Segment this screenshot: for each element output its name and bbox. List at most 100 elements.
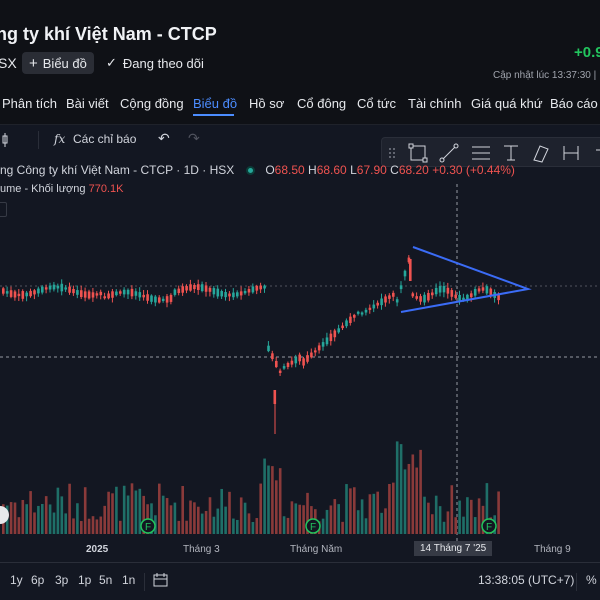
volume-bar — [481, 505, 485, 534]
volume-bar — [442, 521, 446, 534]
tab-bieu-do[interactable]: Biểu đồ — [193, 96, 238, 111]
volume-bar — [142, 495, 145, 534]
price-candle — [458, 294, 461, 302]
redo-icon[interactable]: ↷ — [188, 130, 200, 146]
volume-bar — [48, 504, 52, 534]
volume-bar — [33, 512, 36, 534]
price-candle — [72, 288, 75, 294]
volume-bar — [384, 508, 387, 534]
open-value: 68.50 — [274, 163, 305, 177]
price-candle — [302, 358, 305, 366]
price-candle — [236, 292, 239, 297]
tab-gia-qua-khu[interactable]: Giá quá khứ — [471, 96, 543, 111]
time-tick: Tháng Năm — [290, 544, 343, 555]
price-candle — [130, 288, 134, 297]
tab-ho-so[interactable]: Hồ sơ — [249, 96, 285, 111]
tab-co-dong[interactable]: Cổ đông — [297, 96, 347, 111]
add-chart-button[interactable]: + Biểu đồ — [22, 52, 94, 74]
price-candle — [282, 366, 286, 369]
tab-bao-cao[interactable]: Báo cáo — [550, 96, 598, 111]
volume-bar — [321, 518, 325, 534]
tab-bai-viet[interactable]: Bài viết — [66, 96, 109, 111]
bottom-divider — [576, 573, 577, 591]
volume-bar — [376, 491, 379, 534]
price-candle — [466, 294, 469, 301]
volume-bar — [380, 512, 383, 534]
price-candle — [349, 316, 352, 323]
volume-bar — [119, 520, 122, 534]
volume-bar — [111, 493, 114, 534]
volume-label: ume - Khối lượng — [0, 183, 86, 195]
price-candle — [290, 360, 294, 365]
candles-icon[interactable] — [2, 133, 12, 147]
price-candle — [13, 291, 17, 298]
period-3p[interactable]: 3p — [55, 573, 69, 587]
price-candle — [481, 287, 485, 291]
follow-button[interactable]: ✓ Đang theo dõi — [106, 55, 204, 71]
price-candle — [220, 291, 223, 297]
price-candle — [489, 288, 493, 296]
volume-bar — [17, 517, 21, 534]
price-candle — [446, 287, 450, 294]
price-candle — [497, 295, 500, 301]
undo-icon[interactable]: ↶ — [158, 130, 170, 146]
price-candle — [298, 354, 301, 362]
period-1p[interactable]: 1p — [78, 573, 92, 587]
brush-tool-icon — [533, 145, 549, 163]
horizontal-lines-icon — [472, 146, 490, 160]
price-candle — [409, 259, 412, 281]
calendar-icon[interactable] — [153, 572, 169, 588]
price-candle — [407, 257, 411, 263]
volume-bar — [169, 505, 173, 534]
toolbar-divider — [38, 131, 39, 149]
percent-scale-toggle[interactable]: % — [586, 573, 597, 587]
price-candle — [306, 355, 309, 362]
tab-co-tuc[interactable]: Cổ tức — [357, 96, 397, 111]
close-value: 68.20 — [398, 163, 429, 177]
volume-bar — [302, 505, 305, 534]
price-candle — [150, 295, 153, 302]
active-tab-underline — [193, 114, 234, 116]
text-tool-icon — [504, 145, 518, 161]
volume-bar — [173, 502, 177, 534]
volume-bar — [282, 516, 286, 534]
volume-bar — [247, 513, 251, 534]
volume-bar — [271, 466, 274, 534]
trendline-tool-icon — [439, 143, 459, 163]
price-candle — [271, 353, 274, 360]
period-6p[interactable]: 6p — [31, 573, 45, 587]
symbol-label: ng Công ty khí Việt Nam - CTCP · 1D · HS… — [0, 163, 235, 177]
price-candle — [9, 290, 13, 297]
volume-bar — [470, 499, 473, 534]
collapse-legend-button[interactable] — [0, 202, 7, 217]
volume-bar — [356, 510, 360, 534]
price-candle — [212, 288, 216, 295]
tab-phan-tich[interactable]: Phân tích — [2, 96, 57, 111]
volume-bar — [204, 510, 208, 534]
period-1y[interactable]: 1y — [10, 573, 23, 587]
volume-bar — [372, 493, 376, 534]
price-candle — [376, 302, 379, 306]
chart-logo-icon — [0, 506, 9, 524]
price-change: +0.9 — [574, 44, 600, 61]
volume-bar — [458, 500, 461, 534]
tab-tai-chinh[interactable]: Tài chính — [408, 96, 462, 111]
volume-bar — [220, 488, 223, 534]
tab-cong-dong[interactable]: Cộng đồng — [120, 96, 184, 111]
price-candle — [337, 328, 340, 333]
indicators-button[interactable]: Các chỉ báo — [73, 132, 137, 146]
price-candle — [33, 290, 36, 295]
price-candle — [434, 287, 438, 295]
change-value: +0.30 (+0.44%) — [432, 163, 515, 177]
price-candle — [255, 285, 259, 291]
period-1n[interactable]: 1n — [122, 573, 136, 587]
volume-bar — [473, 517, 477, 534]
volume-bar — [345, 484, 348, 534]
volume-bar — [485, 483, 489, 534]
period-5n[interactable]: 5n — [99, 573, 113, 587]
price-candle — [44, 287, 48, 290]
dividend-marker-label: F — [310, 522, 316, 533]
volume-bar — [150, 503, 153, 534]
